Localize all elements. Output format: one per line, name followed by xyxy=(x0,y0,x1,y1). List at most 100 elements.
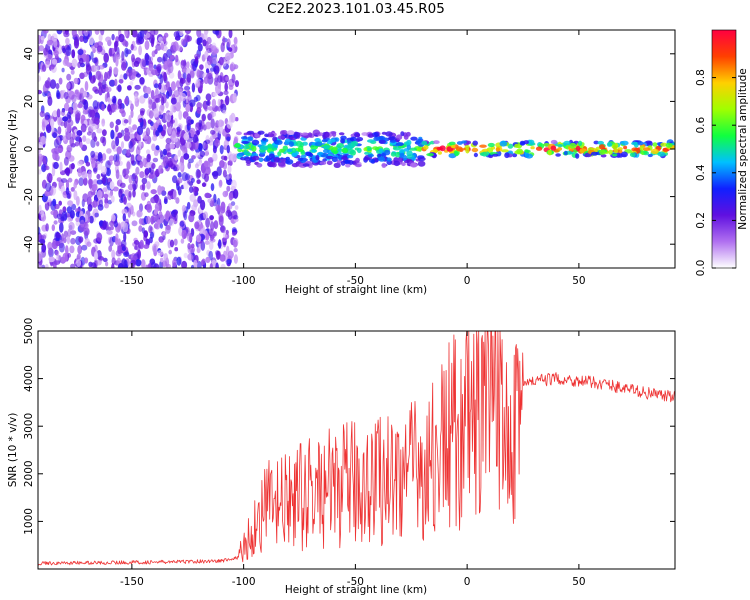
spectrogram-cell xyxy=(214,30,220,36)
spectrogram-cell xyxy=(145,127,151,137)
spectrogram-cell xyxy=(89,215,94,224)
spectrogram-cell xyxy=(67,200,74,207)
spectrogram-cell xyxy=(108,47,113,57)
spectrogram-cell xyxy=(138,45,143,56)
spectrogram-cell xyxy=(126,149,131,157)
spectrogram-cell xyxy=(204,173,209,182)
spectrogram-cell xyxy=(662,147,669,152)
spectrogram-cell xyxy=(139,108,146,114)
spectrogram-cell xyxy=(47,96,53,107)
spectrogram-cell xyxy=(411,157,416,161)
spectrogram-cell xyxy=(38,251,43,262)
spectrogram-cell xyxy=(406,131,411,137)
spectrogram-cell xyxy=(295,140,303,147)
spectrogram-cell xyxy=(128,190,132,198)
spectrogram-cell xyxy=(212,152,218,162)
spectrogram-cell xyxy=(57,115,62,126)
spectrogram-cell xyxy=(67,177,73,183)
spectrogram-cell xyxy=(217,81,222,89)
spectrogram-cell xyxy=(234,117,239,122)
spectrogram-cell xyxy=(223,90,229,96)
spectrogram-cell xyxy=(107,103,112,112)
spectrogram-cell xyxy=(50,261,54,267)
spectrogram-cell xyxy=(241,140,250,144)
spectrogram-cell xyxy=(297,149,304,152)
spectrogram-cell xyxy=(110,225,114,231)
spectrogram-cell xyxy=(338,132,345,136)
spectrogram-cell xyxy=(159,150,164,158)
spectrogram-cell xyxy=(93,167,98,173)
spectrogram-cell xyxy=(153,122,159,129)
spectrogram-cell xyxy=(332,149,338,155)
spectrogram-cell xyxy=(45,165,50,171)
spectrogram-cell xyxy=(123,168,130,175)
spectrogram-cell xyxy=(465,140,472,145)
spectrogram-cell xyxy=(179,30,184,37)
spectrogram-cell xyxy=(232,239,238,248)
spectrogram-cell xyxy=(197,43,203,52)
spectrogram-cell xyxy=(228,192,234,201)
spectrogram-cell xyxy=(247,136,254,142)
spectrogram-x-tick-label: 0 xyxy=(464,275,471,287)
spectrogram-cell xyxy=(174,35,181,41)
spectrogram-cell xyxy=(423,145,429,150)
spectrogram-cell xyxy=(82,90,88,98)
spectrogram-cell xyxy=(233,36,238,45)
spectrogram-cell xyxy=(96,141,100,147)
spectrogram-cell xyxy=(85,222,89,229)
spectrogram-cell xyxy=(130,103,134,111)
spectrogram-cell xyxy=(73,181,77,189)
spectrogram-cell xyxy=(600,154,607,158)
spectrogram-cell xyxy=(227,250,234,259)
spectrogram-cell xyxy=(53,161,59,170)
spectrogram-cell xyxy=(183,210,188,221)
spectrogram-cell xyxy=(347,154,354,159)
spectrogram-cell xyxy=(145,264,149,268)
spectrogram-cell xyxy=(49,64,55,70)
spectrogram-cell xyxy=(204,240,210,245)
spectrogram-cell xyxy=(103,193,109,199)
spectrogram-cell xyxy=(141,177,148,185)
spectrogram-cell xyxy=(88,178,93,189)
spectrogram-cell xyxy=(123,119,129,124)
spectrogram-cell xyxy=(164,32,169,38)
spectrogram-cell xyxy=(152,157,159,163)
spectrogram-cell xyxy=(66,73,72,81)
spectrogram-cell xyxy=(235,131,242,136)
spectrogram-cell xyxy=(268,161,273,167)
spectrogram-cell xyxy=(65,179,70,191)
spectrogram-cell xyxy=(183,252,188,259)
spectrogram-cell xyxy=(226,145,230,154)
spectrogram-cell xyxy=(227,165,232,174)
spectrogram-cell xyxy=(138,218,143,225)
spectrogram-cell xyxy=(65,37,70,45)
spectrogram-cell xyxy=(374,158,379,163)
spectrogram-cell xyxy=(121,110,126,118)
spectrogram-cell xyxy=(132,124,138,131)
spectrogram-cell xyxy=(61,67,65,73)
spectrogram-cell xyxy=(99,157,104,164)
spectrogram-cell xyxy=(70,69,75,75)
spectrogram-cell xyxy=(96,232,103,242)
spectrogram-cell xyxy=(157,185,162,196)
spectrogram-cell xyxy=(159,223,163,229)
spectrogram-cell xyxy=(102,257,108,263)
spectrogram-cell xyxy=(190,119,194,125)
spectrogram-cell xyxy=(98,86,103,96)
spectrogram-cell xyxy=(345,163,351,168)
spectrogram-cell xyxy=(105,261,109,267)
spectrogram-cell xyxy=(66,234,71,245)
spectrogram-cell xyxy=(130,109,134,118)
spectrogram-cell xyxy=(218,56,224,66)
spectrogram-cell xyxy=(148,99,153,105)
spectrogram-cell xyxy=(145,215,151,225)
spectrogram-cell xyxy=(305,151,312,157)
spectrogram-cell xyxy=(158,104,165,114)
spectrogram-cell xyxy=(68,221,75,231)
spectrogram-cell xyxy=(56,148,64,153)
spectrogram-cell xyxy=(530,146,535,150)
spectrogram-cell xyxy=(65,46,72,57)
spectrogram-cell xyxy=(166,152,172,158)
spectrogram-cell xyxy=(617,147,623,151)
spectrogram-cell xyxy=(378,139,386,144)
